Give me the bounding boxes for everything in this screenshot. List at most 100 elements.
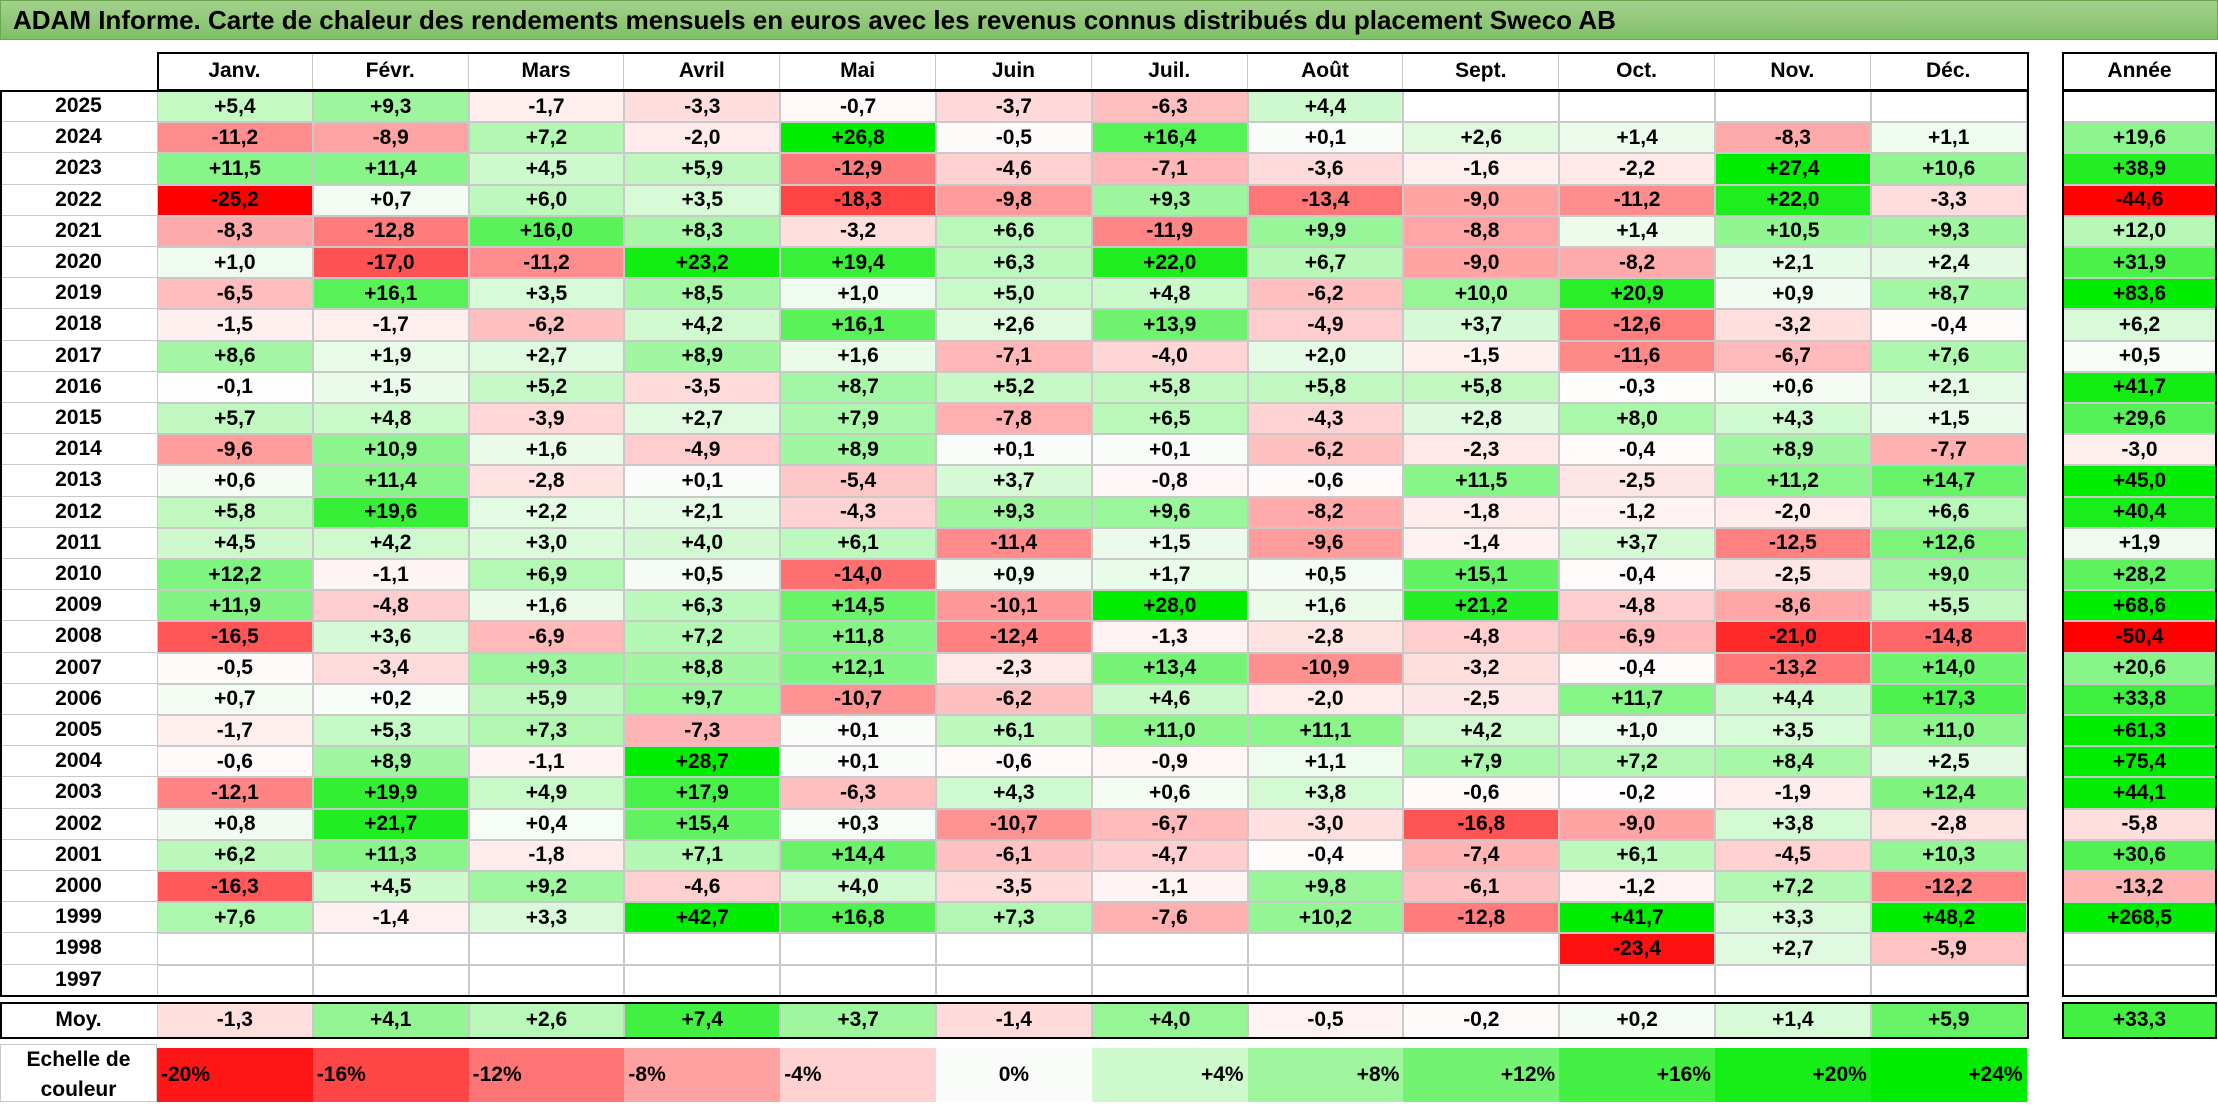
heatmap-cell: -6,7 [1091, 808, 1248, 840]
heatmap-cell: -3,3 [624, 91, 781, 123]
heatmap-cell: -8,2 [1247, 496, 1404, 528]
heatmap-cell: +12,2 [157, 559, 313, 591]
heatmap-cell: -0,8 [1091, 465, 1248, 497]
heatmap-cell: +9,3 [1870, 215, 2027, 247]
heatmap-cell: -3,2 [1715, 309, 1871, 341]
heatmap-cell: +4,9 [468, 777, 625, 809]
heatmap-cell: -0,6 [1247, 465, 1404, 497]
heatmap-cell: +0,7 [312, 184, 469, 216]
color-scale-swatch: -12% [468, 1048, 625, 1102]
heatmap-cell: -4,7 [1091, 839, 1248, 871]
heatmap-cell: +6,1 [1559, 839, 1715, 871]
annual-cell: +40,4 [2062, 496, 2217, 528]
color-scale-swatch: 0% [936, 1048, 1092, 1102]
heatmap-cell: +6,3 [936, 247, 1092, 279]
year-label: 2011 [0, 527, 157, 559]
month-header: Févr. [312, 52, 469, 90]
heatmap-cell: +8,3 [624, 215, 781, 247]
color-scale-swatch: +8% [1247, 1048, 1404, 1102]
heatmap-cell: +11,2 [1715, 465, 1871, 497]
heatmap-cell: +22,0 [1091, 247, 1248, 279]
heatmap-cell: -7,4 [1403, 839, 1560, 871]
heatmap-cell [1403, 91, 1560, 123]
heatmap-cell: -1,2 [1559, 871, 1715, 903]
heatmap-cell: +4,4 [1715, 683, 1871, 715]
heatmap-cell: -10,9 [1247, 652, 1404, 684]
heatmap-cell: +15,4 [624, 808, 781, 840]
heatmap-cell: -1,8 [1403, 496, 1560, 528]
heatmap-cell: +4,4 [1247, 91, 1404, 123]
month-header: Avril [624, 52, 781, 90]
heatmap-cell [1247, 933, 1404, 965]
heatmap-cell: -6,7 [1715, 340, 1871, 372]
heatmap-cell: +7,2 [468, 122, 625, 154]
heatmap-cell: -7,7 [1870, 434, 2027, 466]
heatmap-cell: +9,6 [1091, 496, 1248, 528]
heatmap-cell: +9,0 [1870, 559, 2027, 591]
heatmap-cell: -3,0 [1247, 808, 1404, 840]
heatmap-cell: -6,3 [1091, 91, 1248, 123]
heatmap-cell: -12,1 [157, 777, 313, 809]
annual-cell: +41,7 [2062, 371, 2217, 403]
heatmap-cell: -3,2 [1403, 652, 1560, 684]
heatmap-cell: +0,8 [157, 808, 313, 840]
heatmap-cell: -1,5 [1403, 340, 1560, 372]
heatmap-cell: -0,5 [157, 652, 313, 684]
heatmap-cell: +8,7 [780, 371, 936, 403]
heatmap-cell: +0,3 [780, 808, 936, 840]
heatmap-cell: +4,5 [157, 527, 313, 559]
heatmap-cell: -3,6 [1247, 153, 1404, 185]
heatmap-cell: -8,2 [1559, 247, 1715, 279]
heatmap-cell: +3,3 [1715, 902, 1871, 934]
heatmap-cell: +3,8 [1247, 777, 1404, 809]
heatmap-cell: -2,5 [1715, 559, 1871, 591]
year-label: 2015 [0, 403, 157, 435]
heatmap-cell: -9,0 [1403, 247, 1560, 279]
heatmap-cell: -11,2 [468, 247, 625, 279]
heatmap-cell: +0,1 [1247, 122, 1404, 154]
heatmap-cell: +48,2 [1870, 902, 2027, 934]
heatmap-cell: -1,6 [1403, 153, 1560, 185]
heatmap-cell: +1,0 [780, 278, 936, 310]
heatmap-cell: +15,1 [1403, 559, 1560, 591]
annual-cell: -3,0 [2062, 434, 2217, 466]
color-scale-swatch: -20% [157, 1048, 313, 1102]
heatmap-cell [157, 964, 313, 996]
year-label: 2014 [0, 434, 157, 466]
heatmap-cell: -1,4 [1403, 527, 1560, 559]
heatmap-cell: -16,3 [157, 871, 313, 903]
heatmap-cell: +19,4 [780, 247, 936, 279]
heatmap-cell: +3,3 [468, 902, 625, 934]
heatmap-cell: -3,3 [1870, 184, 2027, 216]
heatmap-cell: +11,0 [1091, 715, 1248, 747]
annual-cell [2062, 933, 2217, 965]
color-scale-swatch: +24% [1870, 1048, 2027, 1102]
heatmap-cell: +11,5 [157, 153, 313, 185]
heatmap-cell: +0,9 [936, 559, 1092, 591]
heatmap-cell [468, 933, 625, 965]
heatmap-cell: +7,9 [1403, 746, 1560, 778]
heatmap-cell: +5,9 [468, 683, 625, 715]
heatmap-cell: +10,0 [1403, 278, 1560, 310]
heatmap-cell: +10,2 [1247, 902, 1404, 934]
heatmap-cell [1091, 964, 1248, 996]
heatmap-cell [1715, 91, 1871, 123]
annual-cell [2062, 964, 2217, 996]
year-label: 2017 [0, 340, 157, 372]
heatmap-cell: +1,0 [1559, 715, 1715, 747]
heatmap-cell: -6,2 [1247, 278, 1404, 310]
heatmap-cell: -25,2 [157, 184, 313, 216]
heatmap-cell: +6,9 [468, 559, 625, 591]
heatmap-cell: -5,4 [780, 465, 936, 497]
heatmap-cell: +8,5 [624, 278, 781, 310]
heatmap-cell: +3,5 [1715, 715, 1871, 747]
heatmap-cell: +2,0 [1247, 340, 1404, 372]
average-cell: +2,6 [468, 1002, 625, 1038]
color-scale-swatch: -16% [312, 1048, 469, 1102]
heatmap-cell: +4,2 [624, 309, 781, 341]
heatmap-cell: +6,1 [780, 527, 936, 559]
heatmap-cell: +0,1 [936, 434, 1092, 466]
heatmap-cell: +1,0 [157, 247, 313, 279]
heatmap-cell: +6,1 [936, 715, 1092, 747]
report-title: ADAM Informe. Carte de chaleur des rende… [0, 0, 2218, 40]
